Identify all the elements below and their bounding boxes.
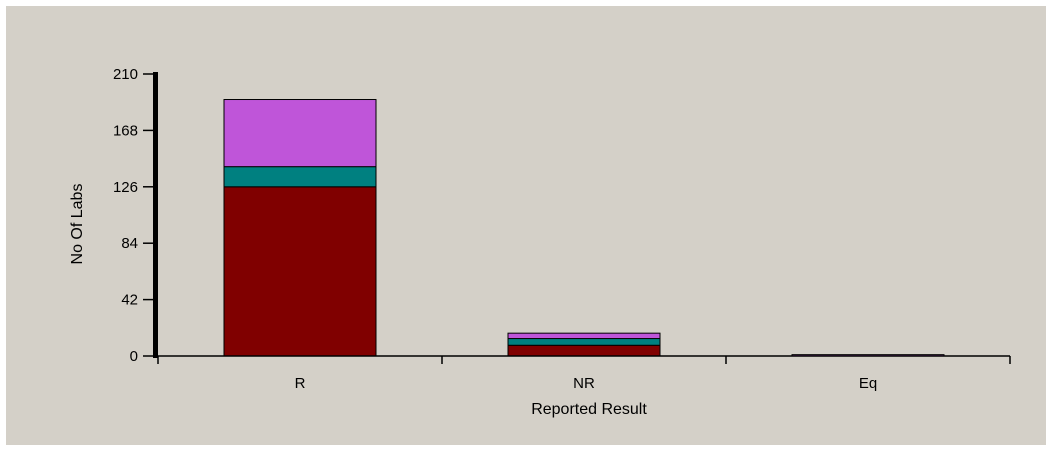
chart-frame: 0 42 84 126 168 210 R NR Eq No Of Labs Reported … <box>6 6 1046 445</box>
y-tick-label-84: 84 <box>121 235 138 252</box>
bar-segment-nr-1 <box>507 344 661 357</box>
y-tick-label-42: 42 <box>121 292 138 309</box>
y-tick-label-0: 0 <box>130 348 138 365</box>
y-tick-label-126: 126 <box>113 179 138 196</box>
y-tick-label-210: 210 <box>113 66 138 83</box>
y-axis-title: No Of Labs <box>69 184 86 265</box>
x-axis-title: Reported Result <box>531 401 647 418</box>
labels-layer: 0 42 84 126 168 210 R NR Eq <box>113 66 877 392</box>
y-tick-label-168: 168 <box>113 122 138 139</box>
x-tick-label-nr: NR <box>573 375 595 392</box>
axes-layer <box>143 72 1011 364</box>
y-axis-line <box>153 72 158 358</box>
bar-segment-r-3 <box>223 99 377 168</box>
stacked-bar-chart: 0 42 84 126 168 210 R NR Eq No Of Labs Reported … <box>69 66 1011 418</box>
bars-layer <box>223 99 945 357</box>
bar-segment-r-2 <box>223 166 377 188</box>
x-tick-label-r: R <box>295 375 306 392</box>
x-tick-label-eq: Eq <box>859 375 877 392</box>
bar-segment-r-1 <box>223 186 377 357</box>
bar-segment-nr-2 <box>507 338 661 346</box>
bar-segment-nr-3 <box>507 332 661 340</box>
